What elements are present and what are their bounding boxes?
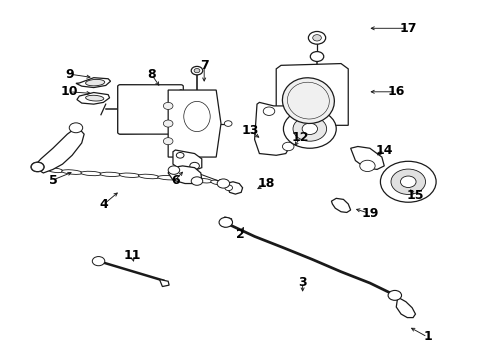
Circle shape bbox=[163, 120, 173, 127]
Circle shape bbox=[168, 166, 180, 174]
Text: 7: 7 bbox=[200, 59, 209, 72]
Circle shape bbox=[217, 179, 230, 188]
Ellipse shape bbox=[100, 172, 121, 176]
Ellipse shape bbox=[282, 78, 334, 123]
Circle shape bbox=[92, 257, 105, 266]
Circle shape bbox=[263, 107, 275, 116]
Text: 19: 19 bbox=[361, 207, 379, 220]
Circle shape bbox=[219, 217, 233, 227]
Ellipse shape bbox=[175, 90, 187, 129]
Polygon shape bbox=[255, 102, 303, 155]
Circle shape bbox=[163, 102, 173, 109]
FancyBboxPatch shape bbox=[118, 85, 183, 134]
Circle shape bbox=[293, 117, 327, 141]
Circle shape bbox=[191, 177, 203, 185]
Ellipse shape bbox=[86, 80, 105, 86]
Text: 1: 1 bbox=[423, 330, 432, 343]
Ellipse shape bbox=[138, 174, 160, 179]
Polygon shape bbox=[173, 150, 202, 171]
Text: 5: 5 bbox=[49, 174, 57, 186]
Text: 15: 15 bbox=[407, 189, 424, 202]
Text: 8: 8 bbox=[147, 68, 156, 81]
Circle shape bbox=[194, 68, 200, 73]
Ellipse shape bbox=[158, 176, 179, 180]
Circle shape bbox=[163, 138, 173, 145]
Circle shape bbox=[69, 123, 83, 133]
Polygon shape bbox=[77, 93, 110, 104]
Ellipse shape bbox=[48, 168, 63, 172]
Circle shape bbox=[391, 169, 425, 194]
Ellipse shape bbox=[37, 166, 49, 171]
Circle shape bbox=[313, 35, 321, 41]
Ellipse shape bbox=[86, 95, 104, 101]
Text: 9: 9 bbox=[65, 68, 74, 81]
Ellipse shape bbox=[196, 179, 212, 183]
Ellipse shape bbox=[177, 177, 198, 181]
Text: 11: 11 bbox=[123, 249, 141, 262]
Ellipse shape bbox=[81, 171, 102, 176]
Text: 6: 6 bbox=[171, 174, 180, 186]
Circle shape bbox=[176, 153, 184, 158]
Polygon shape bbox=[160, 279, 169, 287]
Polygon shape bbox=[118, 85, 181, 134]
Circle shape bbox=[310, 51, 324, 62]
Circle shape bbox=[302, 123, 318, 135]
Circle shape bbox=[225, 185, 233, 190]
Text: 10: 10 bbox=[61, 85, 78, 98]
Circle shape bbox=[360, 160, 375, 171]
Circle shape bbox=[308, 31, 326, 44]
Ellipse shape bbox=[211, 180, 224, 185]
Ellipse shape bbox=[62, 170, 83, 174]
Text: 18: 18 bbox=[258, 177, 275, 190]
Polygon shape bbox=[168, 90, 221, 157]
Circle shape bbox=[282, 142, 294, 151]
Circle shape bbox=[380, 161, 436, 202]
Text: 4: 4 bbox=[99, 198, 108, 211]
Polygon shape bbox=[396, 297, 416, 318]
Circle shape bbox=[31, 162, 44, 171]
Text: 14: 14 bbox=[375, 144, 393, 157]
Text: 13: 13 bbox=[241, 124, 259, 137]
Circle shape bbox=[283, 109, 336, 148]
Polygon shape bbox=[351, 147, 384, 170]
Circle shape bbox=[224, 121, 232, 126]
Polygon shape bbox=[331, 198, 351, 212]
Text: 2: 2 bbox=[236, 228, 245, 241]
Text: 12: 12 bbox=[292, 131, 309, 144]
Circle shape bbox=[31, 162, 44, 172]
Polygon shape bbox=[221, 217, 232, 227]
Circle shape bbox=[388, 291, 401, 300]
Polygon shape bbox=[226, 182, 243, 194]
Polygon shape bbox=[276, 64, 348, 125]
Polygon shape bbox=[76, 78, 111, 87]
Circle shape bbox=[191, 66, 203, 75]
Circle shape bbox=[190, 162, 199, 170]
Text: 3: 3 bbox=[298, 276, 307, 289]
Text: 16: 16 bbox=[388, 85, 405, 98]
Ellipse shape bbox=[119, 173, 140, 177]
Polygon shape bbox=[168, 166, 202, 184]
Circle shape bbox=[400, 176, 416, 188]
Polygon shape bbox=[36, 127, 84, 173]
Text: 17: 17 bbox=[399, 22, 417, 35]
